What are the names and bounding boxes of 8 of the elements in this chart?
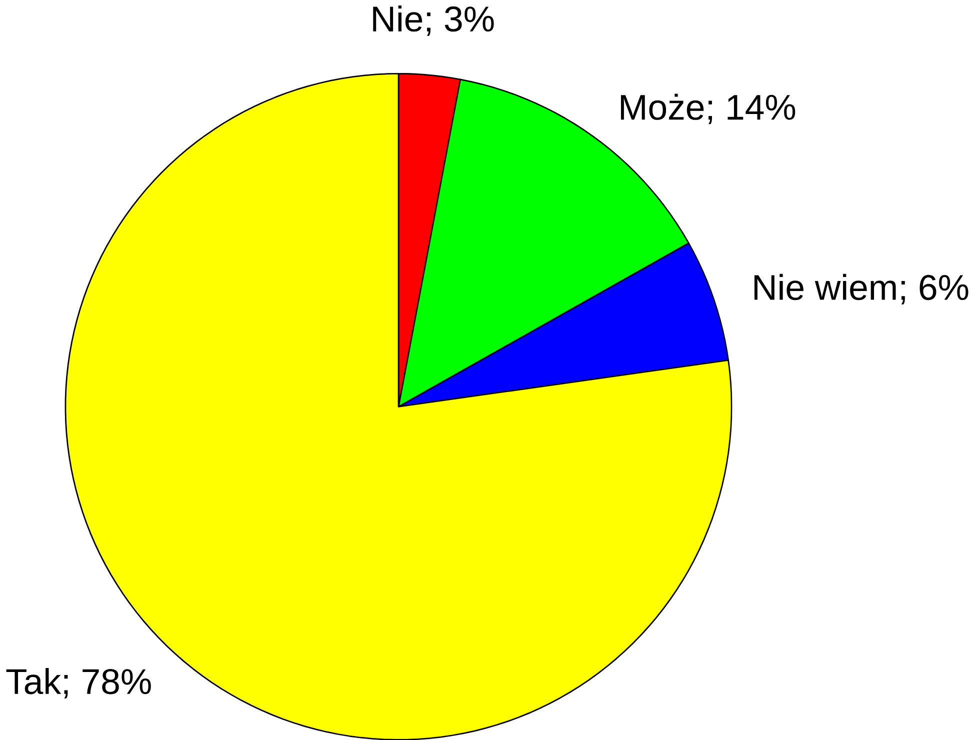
- data-label: ; 3%: [426, 6, 494, 36]
- data-label: ; 78%: [64, 668, 151, 698]
- data-label: ; 6%: [901, 274, 968, 304]
- slice-label: Nie wiem: [754, 274, 896, 300]
- slice-label: Nie: [373, 5, 422, 32]
- slice-label: Może: [620, 94, 704, 120]
- slice-label: Tak: [6, 668, 62, 694]
- data-label: ; 14%: [708, 94, 796, 124]
